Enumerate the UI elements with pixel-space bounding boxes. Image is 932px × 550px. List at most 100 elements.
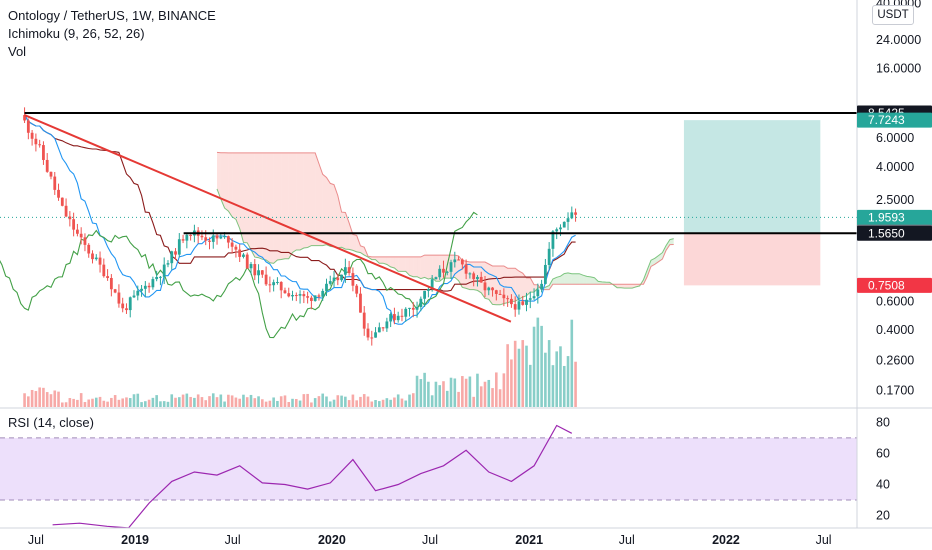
volume-bar bbox=[185, 393, 189, 407]
candle-body bbox=[136, 290, 140, 296]
candle-body bbox=[336, 277, 340, 281]
leading-span-b bbox=[216, 151, 674, 291]
cloud-segment bbox=[515, 268, 519, 302]
candle-body bbox=[555, 229, 559, 232]
volume-bar bbox=[204, 400, 208, 407]
volume-bar bbox=[170, 394, 174, 407]
candle-body bbox=[328, 281, 332, 284]
candle-body bbox=[532, 296, 536, 299]
volume-legend[interactable]: Vol bbox=[8, 44, 27, 59]
volume-bar bbox=[532, 326, 536, 407]
candle-body bbox=[487, 287, 491, 291]
volume-bar bbox=[264, 401, 268, 407]
cloud-segment bbox=[666, 239, 670, 251]
candle-body bbox=[370, 337, 374, 339]
volume-bar bbox=[200, 397, 204, 407]
cloud-segment bbox=[454, 255, 459, 281]
candle-body bbox=[562, 221, 566, 228]
candle-body bbox=[521, 301, 525, 305]
volume-bar bbox=[408, 394, 411, 407]
cloud-segment bbox=[401, 256, 406, 272]
volume-bar bbox=[219, 394, 223, 407]
cloud-segment bbox=[511, 268, 516, 302]
volume-bar bbox=[491, 388, 494, 407]
cloud-segment bbox=[239, 152, 244, 243]
candle-body bbox=[381, 327, 385, 329]
volume-bar bbox=[79, 393, 83, 407]
cloud-segment bbox=[484, 262, 489, 300]
volume-bar bbox=[370, 401, 374, 407]
volume-bar bbox=[117, 399, 121, 407]
candle-body bbox=[109, 277, 113, 290]
cloud-segment bbox=[269, 152, 274, 264]
cloud-segment bbox=[624, 284, 629, 289]
candle-body bbox=[174, 251, 177, 255]
candle-body bbox=[279, 281, 283, 291]
volume-bar bbox=[181, 394, 185, 407]
volume-bar bbox=[389, 399, 392, 407]
currency-button[interactable]: USDT bbox=[872, 5, 914, 25]
candle-body bbox=[83, 237, 87, 245]
symbol-title[interactable]: Ontology / TetherUS, 1W, BINANCE bbox=[8, 8, 216, 23]
candle-body bbox=[121, 303, 125, 309]
candle-body bbox=[351, 273, 355, 286]
candle-body bbox=[140, 288, 143, 291]
cloud-segment bbox=[258, 152, 263, 260]
cloud-segment bbox=[488, 264, 493, 305]
cloud-segment bbox=[390, 256, 395, 269]
stop-zone bbox=[683, 233, 821, 286]
volume-bar bbox=[570, 319, 574, 407]
rsi-legend[interactable]: RSI (14, close) bbox=[8, 415, 94, 430]
candle-body bbox=[200, 235, 204, 238]
candle-body bbox=[366, 328, 370, 338]
volume-bar bbox=[302, 394, 306, 407]
candle-body bbox=[208, 240, 211, 242]
rsi-line bbox=[52, 424, 573, 529]
volume-bar bbox=[528, 364, 532, 407]
volume-bars bbox=[23, 317, 577, 407]
cloud-segment bbox=[507, 268, 512, 303]
candle-body bbox=[566, 218, 570, 222]
price-tag-black: 1.5650 bbox=[857, 225, 932, 241]
volume-bar bbox=[234, 397, 238, 407]
volume-bar bbox=[61, 402, 64, 407]
volume-bar bbox=[193, 397, 196, 407]
rsi-tick-label: 40 bbox=[876, 477, 890, 491]
ichimoku-legend[interactable]: Ichimoku (9, 26, 52, 26) bbox=[8, 26, 145, 41]
cloud-segment bbox=[232, 152, 236, 220]
candle-body bbox=[498, 293, 502, 295]
candle-body bbox=[294, 295, 298, 297]
volume-bar bbox=[555, 351, 558, 407]
candle-body bbox=[260, 270, 264, 275]
candle-body bbox=[128, 297, 132, 311]
candle-body bbox=[147, 285, 151, 288]
price-tick-label: 0.2600 bbox=[876, 354, 914, 368]
volume-bar bbox=[257, 396, 260, 407]
volume-bar bbox=[294, 398, 298, 407]
cloud-segment bbox=[247, 152, 252, 250]
cloud-segment bbox=[281, 152, 285, 260]
candle-body bbox=[94, 257, 98, 260]
candle-body bbox=[60, 197, 64, 206]
volume-bar bbox=[411, 393, 415, 407]
volume-bar bbox=[291, 398, 294, 407]
volume-bar bbox=[276, 400, 279, 407]
candle-body bbox=[249, 264, 253, 269]
volume-bar bbox=[317, 396, 321, 407]
cloud-segment bbox=[383, 256, 387, 265]
candle-body bbox=[332, 277, 336, 282]
cloud-segment bbox=[284, 152, 289, 259]
rsi-tick-label: 60 bbox=[876, 446, 890, 460]
candle-body bbox=[181, 239, 185, 241]
cloud-segment bbox=[564, 272, 569, 285]
candle-body bbox=[547, 248, 551, 265]
time-tick-label: Jul bbox=[619, 533, 635, 547]
candle-body bbox=[321, 290, 325, 297]
volume-bar bbox=[128, 398, 132, 407]
cloud-segment bbox=[439, 255, 444, 282]
volume-bar bbox=[404, 400, 408, 407]
candle-body bbox=[106, 276, 109, 278]
volume-bar bbox=[562, 365, 566, 407]
volume-bar bbox=[540, 325, 543, 407]
candle-body bbox=[343, 267, 347, 275]
